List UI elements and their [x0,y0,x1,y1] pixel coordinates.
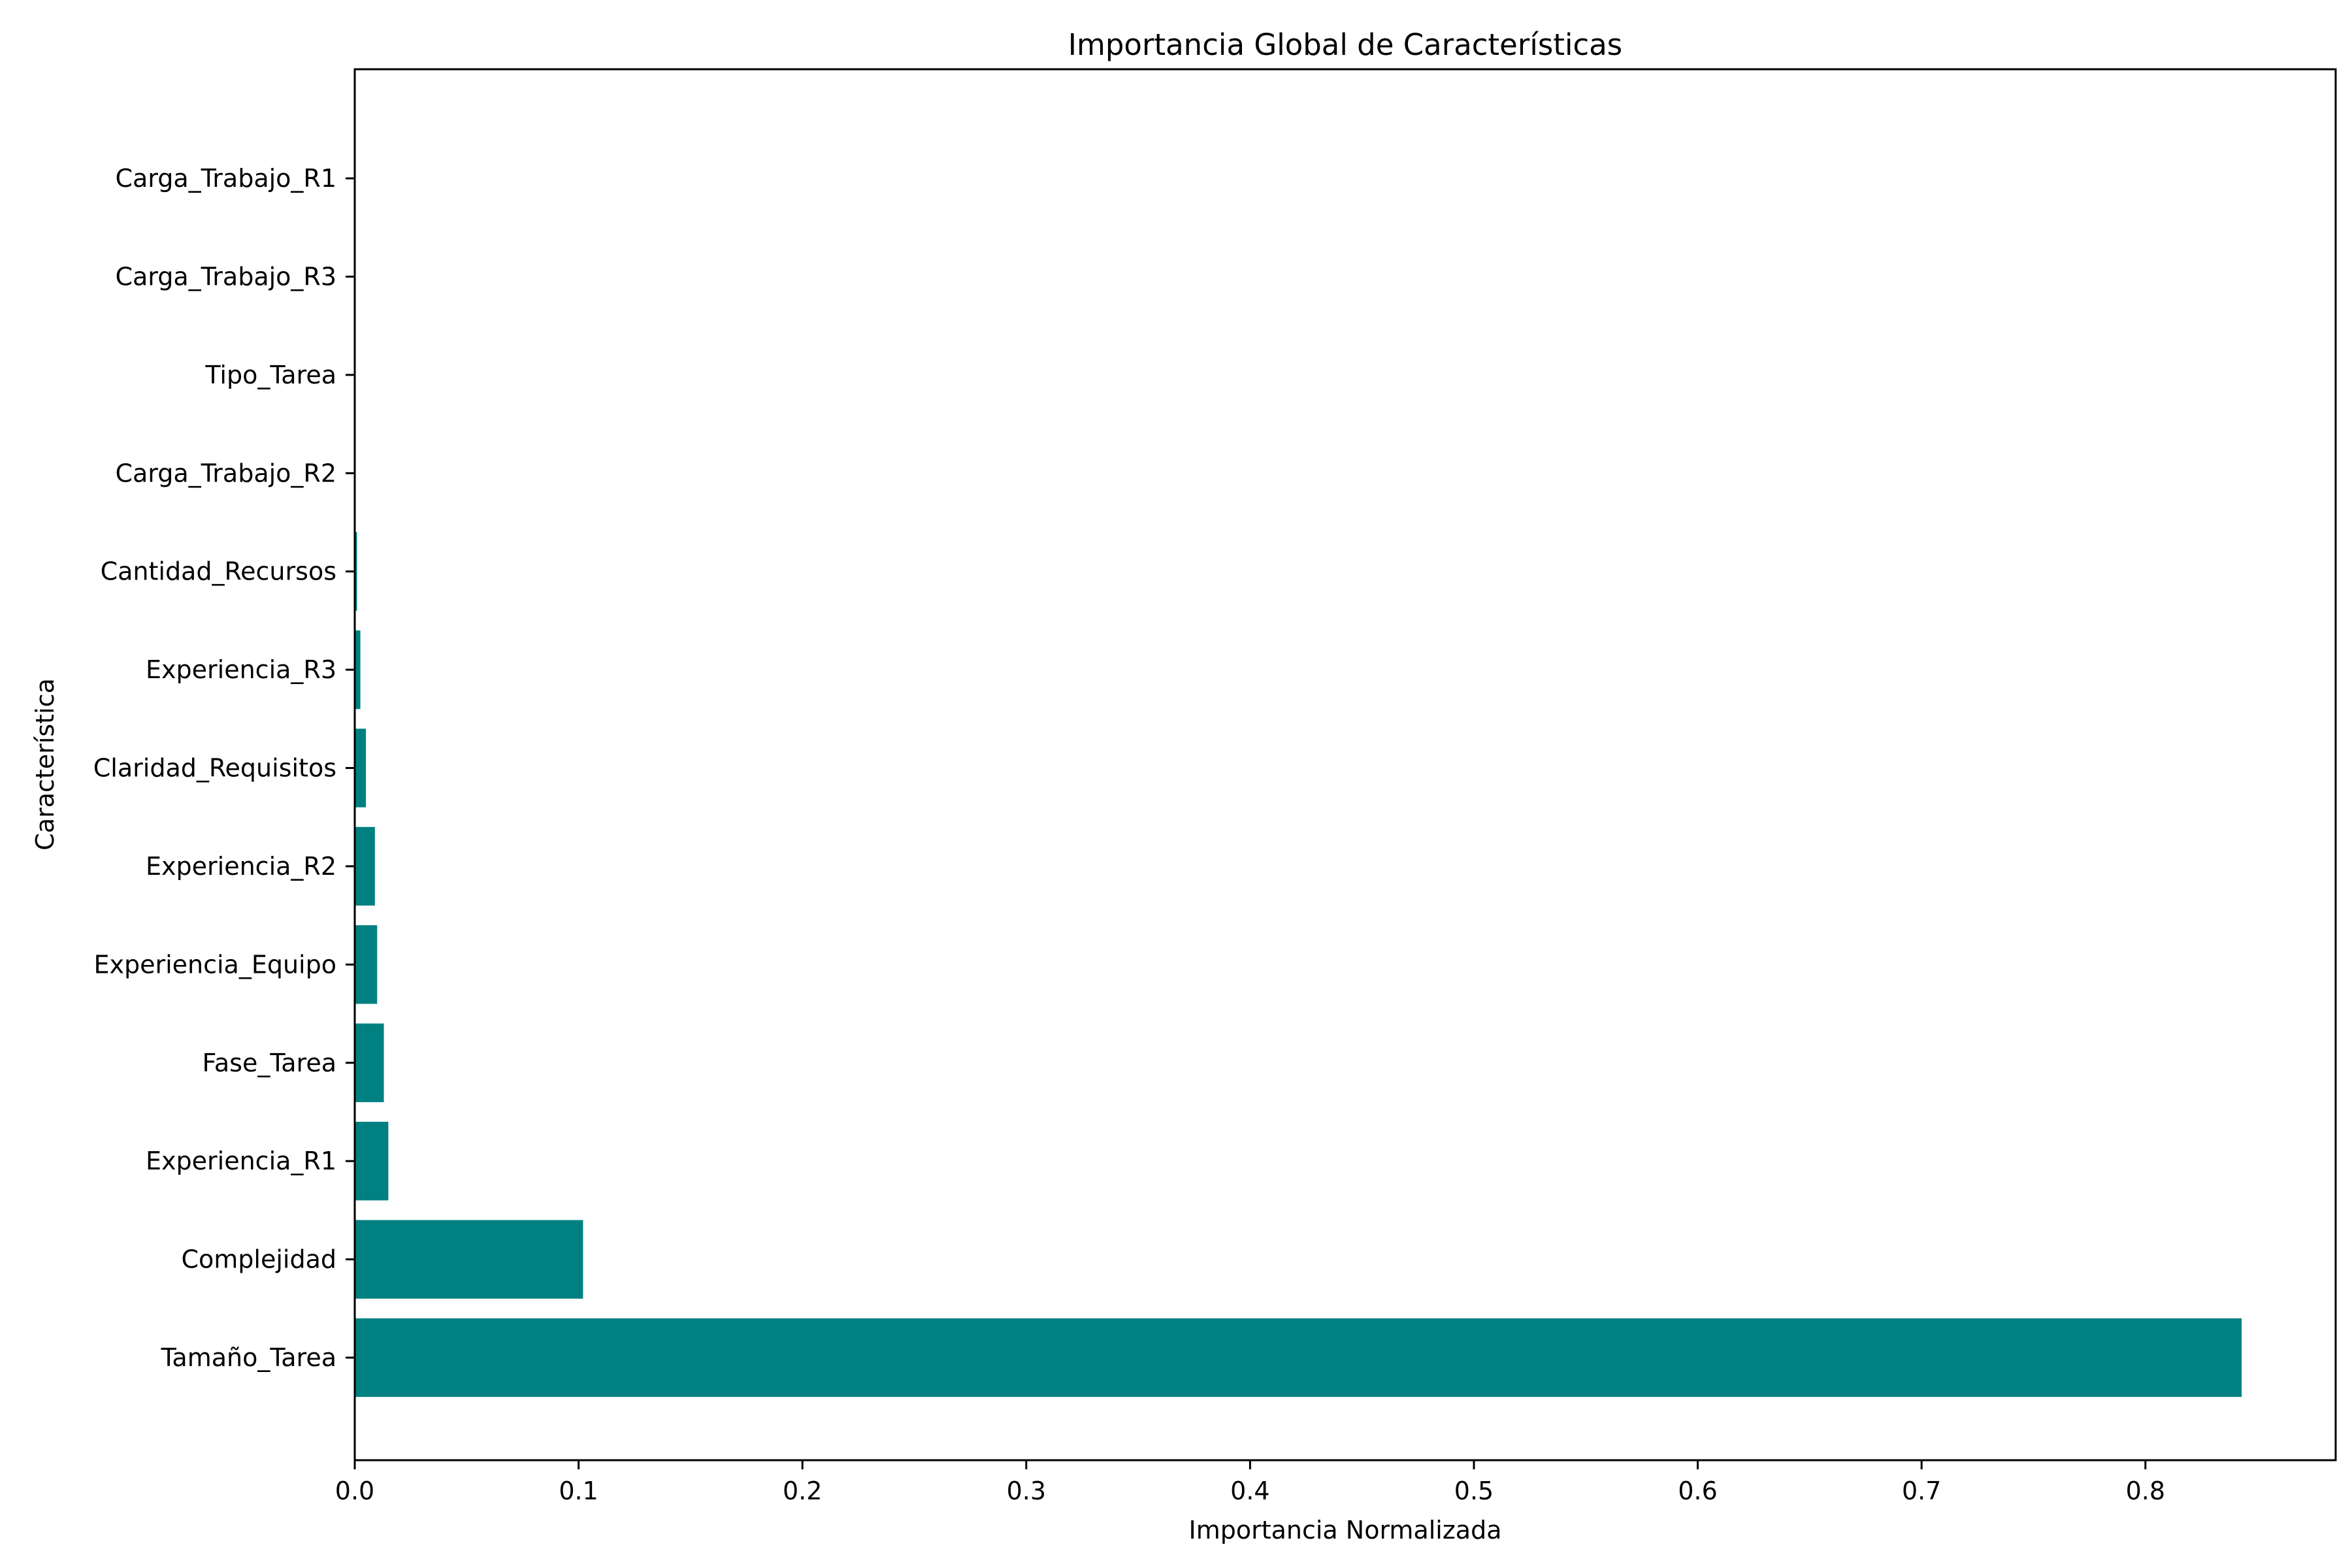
bar-complejidad [355,1220,583,1299]
x-tick-label: 0.0 [335,1477,374,1505]
x-tick-label: 0.5 [1454,1477,1494,1505]
x-tick-label: 0.7 [1902,1477,1941,1505]
plot-frame [353,68,2337,1462]
y-tick-label: Carga_Trabajo_R2 [115,459,336,487]
bar-tamaño-tarea [355,1318,2242,1397]
bar-fase-tarea [355,1023,384,1102]
bar-claridad-requisitos [355,728,367,808]
y-tick-label: Complejidad [182,1245,337,1274]
bar-experiencia-equipo [355,925,378,1004]
y-tick-label: Experiencia_R2 [146,852,336,881]
bar-experiencia-r2 [355,826,375,906]
x-tick-label: 0.1 [559,1477,598,1505]
y-tick-label: Carga_Trabajo_R3 [115,262,336,291]
y-axis-label: Característica [31,678,59,851]
x-tick-label: 0.4 [1230,1477,1269,1505]
x-tick-label: 0.3 [1007,1477,1046,1505]
y-tick-label: Experiencia_R1 [146,1147,336,1175]
y-tick-label: Carga_Trabajo_R1 [115,164,336,193]
y-tick-label: Experiencia_Equipo [93,950,336,979]
bar-experiencia-r3 [355,630,361,710]
x-tick-label: 0.2 [783,1477,822,1505]
bar-experiencia-r1 [355,1122,389,1201]
x-tick-label: 0.8 [2126,1477,2165,1505]
y-tick-label: Cantidad_Recursos [101,557,336,586]
y-tick-label: Experiencia_R3 [146,655,336,684]
x-axis-ticks: 0.0 0.1 0.2 0.3 0.4 0.5 0.6 0.7 0.8 [335,1460,2165,1505]
x-tick-label: 0.6 [1678,1477,1717,1505]
y-tick-label: Claridad_Requisitos [93,754,336,783]
y-tick-label: Tipo_Tarea [204,361,336,389]
chart-title: Importancia Global de Características [1068,27,1622,62]
bar-cantidad-recursos [355,532,357,611]
y-tick-label: Tamaño_Tarea [160,1343,336,1372]
y-tick-label: Fase_Tarea [203,1049,337,1077]
bars-group [355,532,2242,1397]
x-axis-label: Importancia Normalizada [1189,1516,1502,1544]
y-axis-ticks: Tamaño_Tarea Complejidad Experiencia_R1 Fas… [93,164,355,1372]
